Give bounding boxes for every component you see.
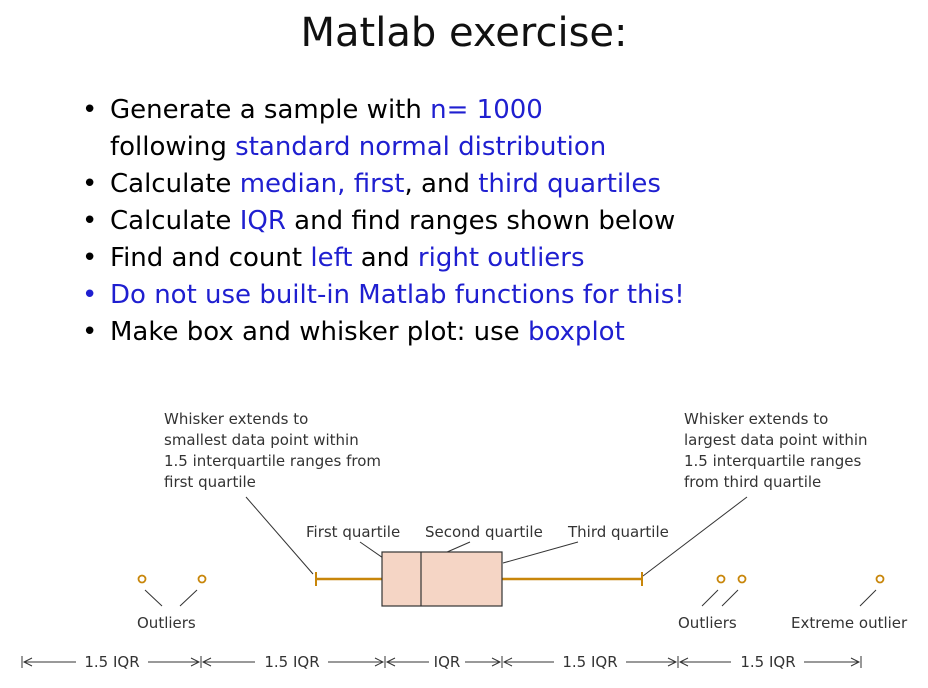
right-outliers-label: Outliers <box>678 614 737 632</box>
outlier-pointer <box>179 589 198 607</box>
left-whisker-note-line: first quartile <box>164 473 256 491</box>
highlight-text: median, first <box>239 169 405 199</box>
highlight-text: boxplot <box>527 317 625 347</box>
scale-label: 1.5 IQR <box>264 653 319 671</box>
left-whisker-note-line: smallest data point within <box>164 431 359 449</box>
bullet-text: , and <box>404 169 479 199</box>
left-whisker-note-line: 1.5 interquartile ranges from <box>164 452 381 470</box>
scale-label: 1.5 IQR <box>84 653 139 671</box>
bullet-calculate-quartiles: Calculate median, first, and third quart… <box>82 166 685 203</box>
highlight-text: n= 1000 <box>430 95 543 125</box>
scale-bar <box>21 656 862 668</box>
highlight-text: Do not use built-in Matlab functions for… <box>110 280 685 310</box>
first-quartile-label: First quartile <box>306 523 400 541</box>
extreme-outlier-label: Extreme outlier <box>791 614 908 632</box>
bullet-list: Generate a sample with n= 1000 following… <box>82 92 685 351</box>
bullet-calculate-iqr: Calculate IQR and find ranges shown belo… <box>82 203 685 240</box>
left-whisker-note-line: Whisker extends to <box>164 410 308 428</box>
bullet-text: Find and count <box>110 243 311 273</box>
slide-title: Matlab exercise: <box>300 10 628 56</box>
scale-label: 1.5 IQR <box>562 653 617 671</box>
bullet-text: Calculate <box>110 169 240 199</box>
second-quartile-label: Second quartile <box>425 523 543 541</box>
left-note-pointer <box>245 496 314 575</box>
extreme-outlier-point <box>875 574 885 584</box>
outlier-point <box>197 574 207 584</box>
right-whisker-note-line: Whisker extends to <box>684 410 828 428</box>
right-note-pointer <box>642 496 748 577</box>
extreme-outlier-pointer <box>859 589 877 607</box>
highlight-text: IQR <box>239 206 286 236</box>
highlight-text: third quartiles <box>478 169 661 199</box>
scale-label: IQR <box>434 653 461 671</box>
bullet-text: following <box>110 132 236 162</box>
interquartile-box <box>381 551 503 607</box>
outlier-pointer <box>144 589 163 607</box>
bullet-boxplot: Make box and whisker plot: use boxplot <box>82 314 685 351</box>
right-whisker-note-line: from third quartile <box>684 473 821 491</box>
bullet-text: Generate a sample with <box>110 95 431 125</box>
bullet-text: Make box and whisker plot: use <box>110 317 528 347</box>
highlight-text: left <box>310 243 353 273</box>
scale-label: 1.5 IQR <box>740 653 795 671</box>
highlight-text: standard normal distribution <box>235 132 607 162</box>
outlier-point <box>716 574 726 584</box>
left-outliers-label: Outliers <box>137 614 196 632</box>
bullet-generate-sample: Generate a sample with n= 1000 following… <box>82 92 685 166</box>
outlier-pointer <box>701 589 719 607</box>
right-whisker-note-line: 1.5 interquartile ranges <box>684 452 862 470</box>
bullet-text: and find ranges shown below <box>285 206 676 236</box>
outlier-pointer <box>721 589 739 607</box>
bullet-count-outliers: Find and count left and right outliers <box>82 240 685 277</box>
outlier-point <box>137 574 147 584</box>
third-quartile-pointer <box>502 541 579 564</box>
outlier-point <box>737 574 747 584</box>
bullet-no-builtins: Do not use built-in Matlab functions for… <box>82 277 685 314</box>
right-whisker-note-line: largest data point within <box>684 431 868 449</box>
highlight-text: right outliers <box>417 243 585 273</box>
bullet-text: Calculate <box>110 206 240 236</box>
bullet-text: and <box>352 243 418 273</box>
third-quartile-label: Third quartile <box>567 523 669 541</box>
